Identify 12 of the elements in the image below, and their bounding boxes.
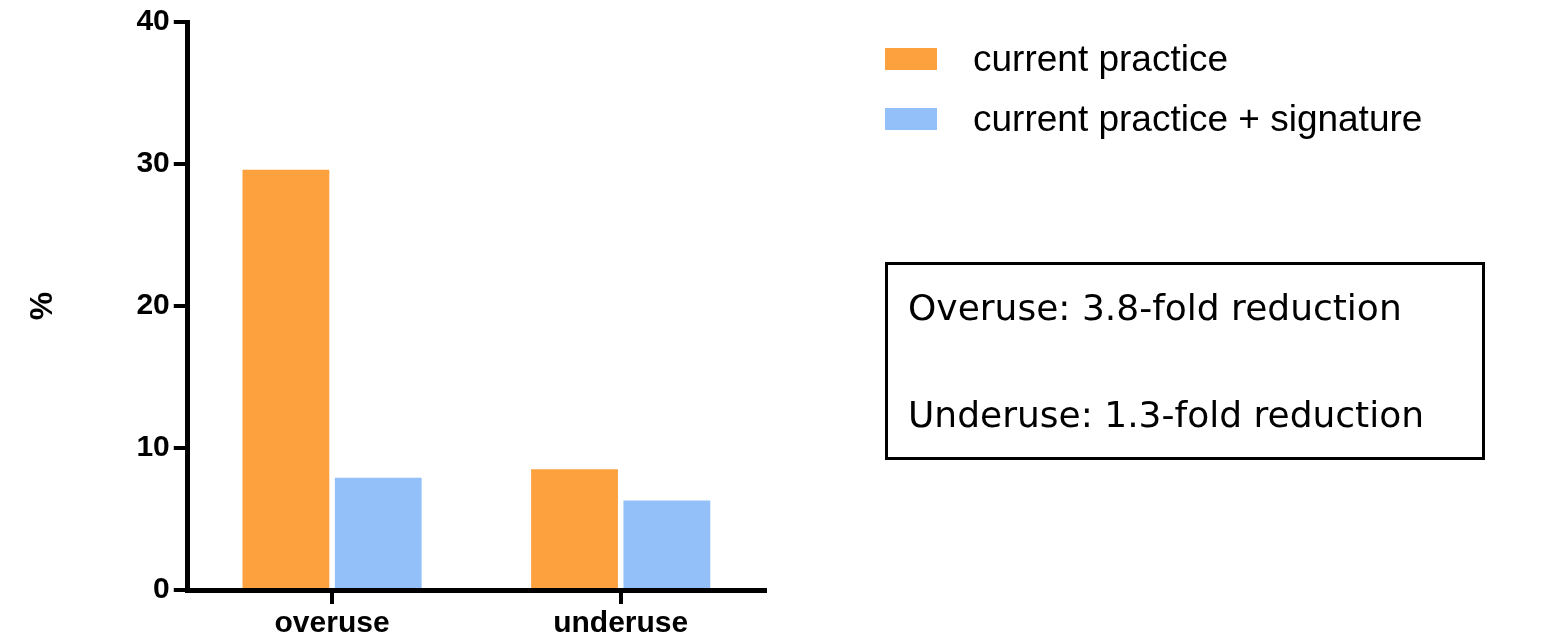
y-tick-label: 30 [136,145,170,179]
x-tick-label: underuse [553,605,689,639]
y-tick-label: 10 [136,429,170,463]
text: Overuse: 3.8-fold reduction [908,287,1403,328]
y-axis-title: % [23,291,60,321]
y-tick-label: 40 [136,3,170,37]
legend-label: current practice + signature [973,98,1423,140]
legend-label: current practice [973,38,1228,80]
y-tick-label: 20 [136,287,170,321]
text: Underuse: 1.3-fold reduction [908,394,1426,435]
x-tick-label: overuse [274,605,390,639]
y-tick-label: 0 [153,571,170,605]
